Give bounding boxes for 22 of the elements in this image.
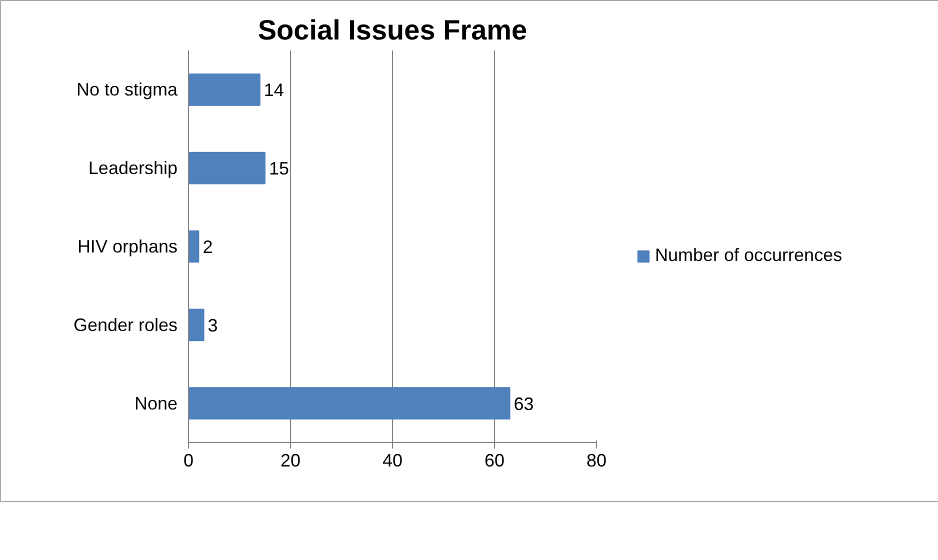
y-tick-label: None bbox=[134, 393, 178, 414]
y-tick-label: Leadership bbox=[88, 158, 178, 178]
x-tick-label: 0 bbox=[183, 450, 194, 470]
bar bbox=[188, 308, 204, 342]
data-label: 3 bbox=[208, 315, 218, 336]
bar bbox=[188, 152, 266, 184]
x-tick-label: 60 bbox=[484, 450, 505, 470]
legend-label: Number of occurrences bbox=[655, 245, 842, 266]
data-label: 2 bbox=[202, 237, 213, 257]
x-tick-label: 40 bbox=[382, 450, 403, 470]
y-tick-label: HIV orphans bbox=[77, 236, 178, 256]
data-label: 15 bbox=[269, 158, 290, 179]
x-tick-label: 80 bbox=[586, 450, 607, 470]
x-tick-label: 20 bbox=[280, 450, 301, 470]
y-tick-label: No to stigma bbox=[76, 80, 178, 100]
chart-title: Social Issues Frame bbox=[258, 14, 528, 46]
bar bbox=[188, 230, 200, 263]
data-label: 14 bbox=[264, 80, 284, 100]
y-tick-label: Gender roles bbox=[73, 314, 178, 335]
bar bbox=[188, 387, 510, 420]
data-label: 63 bbox=[514, 394, 534, 414]
bar bbox=[188, 74, 260, 106]
